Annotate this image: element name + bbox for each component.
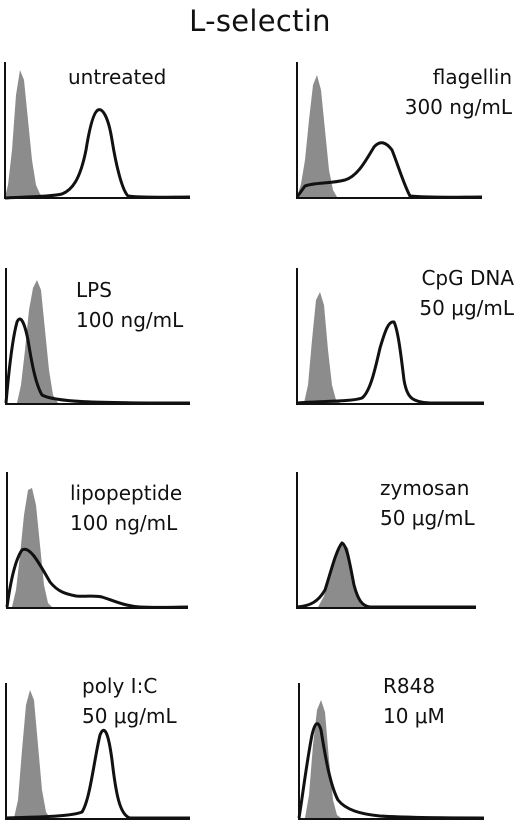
treatment-name: flagellin — [432, 65, 512, 89]
control-histogram — [5, 70, 44, 197]
control-histogram — [14, 690, 50, 818]
histogram-panel-untreated — [4, 62, 191, 200]
control-histogram — [297, 75, 337, 197]
panel-axes — [4, 62, 190, 199]
panel-axes — [296, 62, 482, 199]
control-histogram — [304, 292, 340, 403]
treatment-dose: 10 μM — [383, 704, 445, 728]
histogram-panel-lipopeptide — [5, 472, 189, 609]
panel-axes — [296, 472, 476, 609]
treatment-name: untreated — [68, 65, 167, 89]
figure-title: L-selectin — [189, 4, 331, 38]
treatment-dose: 100 ng/mL — [70, 511, 178, 535]
panel-label-untreated: untreated — [68, 62, 166, 92]
panel-label-lps: LPS 100 ng/mL — [76, 275, 183, 335]
treatment-name: zymosan — [380, 476, 470, 500]
panel-label-r848: R848 10 μM — [383, 671, 445, 731]
treated-histogram — [4, 108, 191, 200]
panel-axes — [5, 683, 190, 820]
control-histogram — [12, 488, 52, 607]
treatment-name: poly I:C — [82, 674, 158, 698]
control-histogram — [318, 542, 366, 607]
treated-histogram — [4, 317, 191, 405]
panel-label-poly-ic: poly I:C 50 μg/mL — [82, 671, 177, 731]
treatment-name: lipopeptide — [70, 481, 183, 505]
panel-axes — [6, 472, 188, 609]
histogram-panel-zymosan — [296, 472, 476, 609]
treated-histogram — [295, 141, 483, 199]
control-histogram — [17, 280, 58, 403]
treatment-name: CpG DNA — [421, 266, 514, 290]
treatment-dose: 50 μg/mL — [82, 704, 177, 728]
treatment-name: R848 — [383, 674, 436, 698]
histogram-panel-poly-ic — [5, 683, 190, 820]
treatment-name: LPS — [76, 278, 112, 302]
panel-axes — [298, 683, 484, 820]
control-histogram — [305, 700, 341, 818]
panel-label-lipopeptide: lipopeptide 100 ng/mL — [70, 478, 182, 538]
panel-label-cpg-dna: CpG DNA 50 μg/mL — [419, 263, 514, 323]
treatment-dose: 300 ng/mL — [404, 95, 512, 119]
treated-histogram — [296, 320, 484, 405]
panel-label-flagellin: flagellin 300 ng/mL — [405, 62, 512, 122]
treatment-dose: 50 μg/mL — [380, 506, 475, 530]
treatment-dose: 100 ng/mL — [76, 308, 184, 332]
panel-axes — [5, 268, 190, 405]
panel-label-zymosan: zymosan 50 μg/mL — [380, 473, 475, 533]
histogram-panel-lps — [4, 268, 191, 405]
treatment-dose: 50 μg/mL — [419, 296, 514, 320]
panel-axes — [296, 268, 484, 405]
histogram-panel-r848 — [297, 683, 485, 820]
histogram-panel-cpg-dna — [296, 268, 484, 405]
histogram-panel-flagellin — [295, 62, 483, 199]
treated-histogram — [297, 722, 485, 820]
